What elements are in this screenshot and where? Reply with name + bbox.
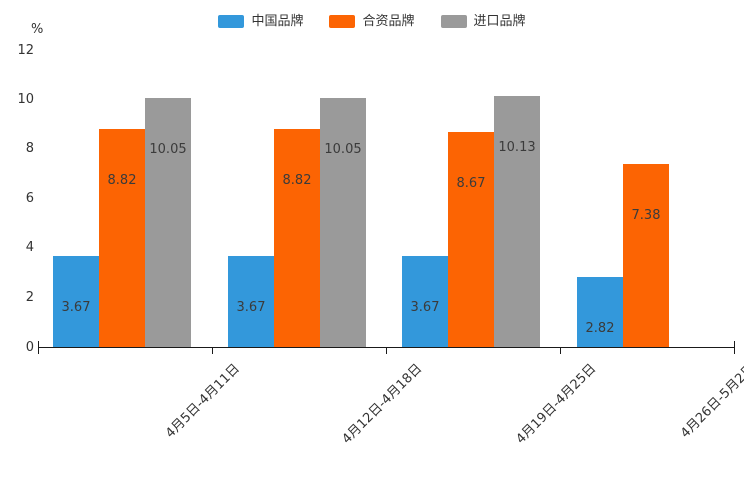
bar-value-label: 3.67 (410, 300, 440, 316)
legend-item-china-brand[interactable]: 中国品牌 (218, 13, 304, 29)
y-axis-unit-label: % (31, 22, 44, 37)
legend-label-joint-venture-brand: 合资品牌 (362, 13, 415, 29)
y-tick-label-12: 12 (17, 43, 34, 58)
y-tick-label-2: 2 (25, 290, 34, 305)
bar-3-group-3[interactable]: 10.13 (494, 96, 540, 347)
x-axis-label-period-1: 4月5日-4月11日 (163, 361, 243, 442)
x-axis-tick-3 (560, 348, 561, 354)
bar-value-label: 7.38 (631, 208, 661, 224)
bar-value-label: 8.82 (107, 172, 137, 188)
legend-swatch-china-brand (218, 14, 245, 28)
bar-value-label: 10.05 (149, 142, 187, 158)
legend-label-china-brand: 中国品牌 (251, 13, 304, 29)
x-axis-label-period-3: 4月19日-4月25日 (513, 361, 600, 448)
bar-value-label: 8.67 (456, 176, 486, 192)
x-axis-left-cap (38, 341, 39, 348)
y-tick-label-4: 4 (25, 240, 34, 255)
bar-1-group-4[interactable]: 2.82 (577, 277, 623, 347)
bar-2-group-4[interactable]: 7.38 (623, 164, 669, 347)
y-tick-label-8: 8 (25, 141, 34, 156)
legend-item-joint-venture-brand[interactable]: 合资品牌 (329, 13, 415, 29)
legend-item-import-brand[interactable]: 进口品牌 (440, 13, 526, 29)
bar-1-group-3[interactable]: 3.67 (402, 256, 448, 347)
x-axis-tick-4 (734, 348, 735, 354)
x-axis-tick-0 (38, 348, 39, 354)
x-axis-tick-1 (212, 348, 213, 354)
bar-1-group-2[interactable]: 3.67 (228, 256, 274, 347)
y-tick-label-10: 10 (17, 92, 34, 107)
bar-1-group-1[interactable]: 3.67 (53, 256, 99, 347)
bar-value-label: 3.67 (61, 300, 91, 316)
bar-value-label: 2.82 (585, 321, 615, 337)
x-axis-right-cap (734, 341, 735, 348)
x-axis-line (38, 347, 735, 348)
bar-2-group-1[interactable]: 8.82 (99, 128, 145, 347)
legend-swatch-import-brand (440, 14, 467, 28)
y-tick-label-6: 6 (25, 191, 34, 206)
legend-swatch-joint-venture-brand (329, 14, 356, 28)
legend-label-import-brand: 进口品牌 (473, 13, 526, 29)
x-axis-label-period-2: 4月12日-4月18日 (339, 361, 426, 448)
bar-value-label: 10.13 (498, 140, 536, 156)
x-axis-tick-2 (386, 348, 387, 354)
bar-2-group-2[interactable]: 8.82 (274, 128, 320, 347)
x-axis-label-period-4: 4月26日-5月2日 (678, 361, 744, 442)
bar-3-group-1[interactable]: 10.05 (145, 98, 191, 347)
bar-value-label: 3.67 (236, 300, 266, 316)
bar-3-group-2[interactable]: 10.05 (320, 98, 366, 347)
bar-value-label: 10.05 (324, 142, 362, 158)
y-tick-label-0: 0 (25, 340, 34, 355)
bar-2-group-3[interactable]: 8.67 (448, 132, 494, 347)
bar-value-label: 8.82 (282, 172, 312, 188)
chart-legend: 中国品牌 合资品牌 进口品牌 (0, 10, 744, 32)
